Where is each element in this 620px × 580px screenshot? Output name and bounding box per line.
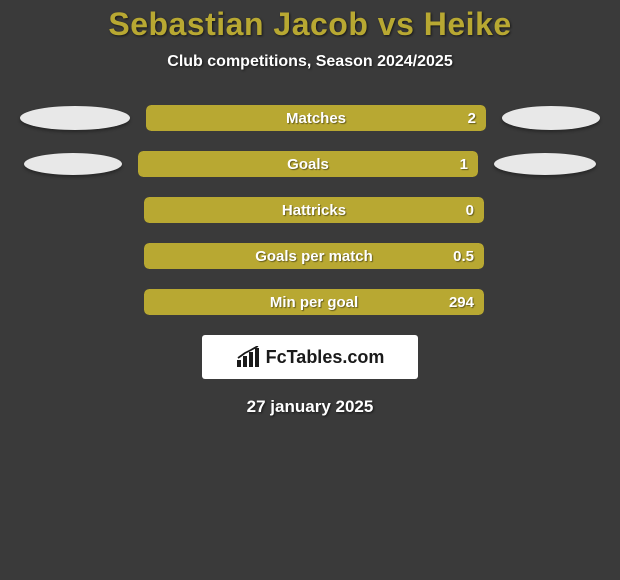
stat-bar: Matches2 bbox=[146, 105, 486, 131]
stat-bar: Min per goal294 bbox=[144, 289, 484, 315]
stat-row: Matches2 bbox=[0, 105, 620, 131]
player-left-marker bbox=[24, 153, 122, 175]
stat-row: Goals per match0.5 bbox=[0, 243, 620, 269]
stat-label: Hattricks bbox=[144, 197, 484, 223]
stat-bar: Goals1 bbox=[138, 151, 478, 177]
chart-icon bbox=[236, 346, 260, 368]
stats-container: Matches2Goals1Hattricks0Goals per match0… bbox=[0, 105, 620, 315]
chart-subtitle: Club competitions, Season 2024/2025 bbox=[0, 53, 620, 71]
stat-value: 2 bbox=[468, 105, 476, 131]
stat-row: Hattricks0 bbox=[0, 197, 620, 223]
stat-value: 0 bbox=[466, 197, 474, 223]
chart-title: Sebastian Jacob vs Heike bbox=[0, 0, 620, 43]
stat-label: Goals per match bbox=[144, 243, 484, 269]
stat-value: 294 bbox=[449, 289, 474, 315]
player-right-marker bbox=[494, 153, 596, 175]
stat-value: 0.5 bbox=[453, 243, 474, 269]
branding-box: FcTables.com bbox=[202, 335, 418, 379]
stat-bar: Hattricks0 bbox=[144, 197, 484, 223]
player-right-marker bbox=[502, 106, 600, 130]
stat-label: Goals bbox=[138, 151, 478, 177]
date-text: 27 january 2025 bbox=[0, 397, 620, 417]
stat-row: Goals1 bbox=[0, 151, 620, 177]
stat-label: Min per goal bbox=[144, 289, 484, 315]
stat-label: Matches bbox=[146, 105, 486, 131]
stat-value: 1 bbox=[460, 151, 468, 177]
branding-text: FcTables.com bbox=[266, 347, 385, 368]
stat-row: Min per goal294 bbox=[0, 289, 620, 315]
stat-bar: Goals per match0.5 bbox=[144, 243, 484, 269]
player-left-marker bbox=[20, 106, 130, 130]
